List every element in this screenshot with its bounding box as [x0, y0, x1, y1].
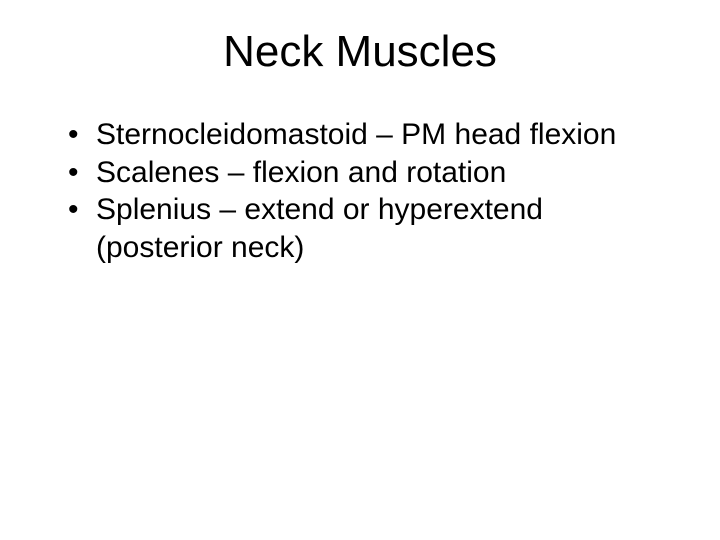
- slide: Neck Muscles Sternocleidomastoid – PM he…: [0, 0, 720, 540]
- list-item: Scalenes – flexion and rotation: [68, 154, 660, 192]
- list-item: Sternocleidomastoid – PM head flexion: [68, 116, 660, 154]
- slide-title: Neck Muscles: [60, 28, 660, 76]
- bullet-list: Sternocleidomastoid – PM head flexion Sc…: [68, 116, 660, 266]
- list-item: Splenius – extend or hyperextend (poster…: [68, 191, 660, 266]
